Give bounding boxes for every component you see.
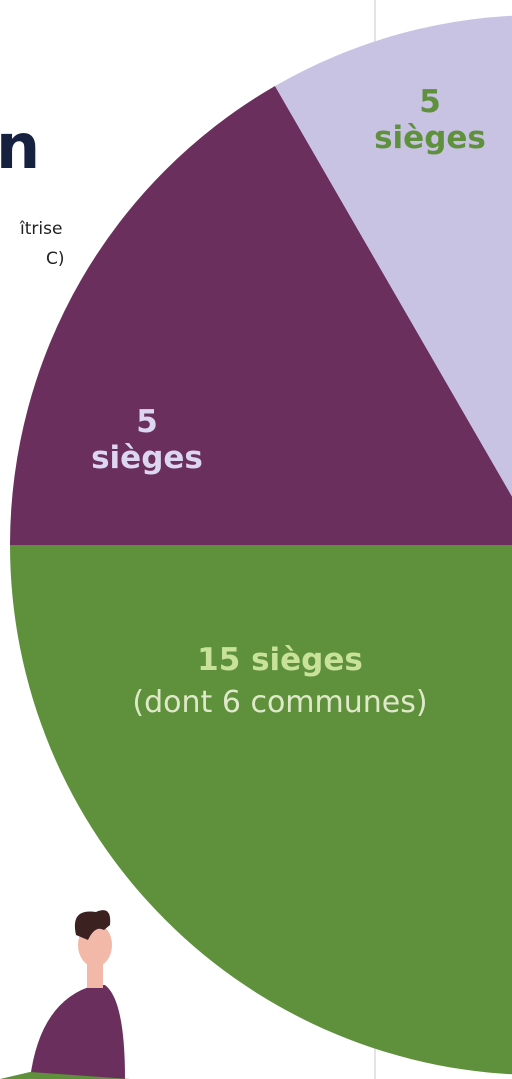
subtitle-line: C) — [46, 249, 65, 269]
slice-label: 15 sièges — [197, 642, 363, 678]
pie-slice — [10, 545, 512, 1075]
slice-label: 5 sièges — [91, 404, 203, 476]
subtitle-line: îtrise — [19, 219, 62, 239]
pie-slice — [10, 86, 512, 545]
slice-annotation: (dont 6 communes) — [132, 685, 427, 720]
person-illustration — [0, 910, 130, 1079]
title: n — [0, 110, 40, 183]
slice-label: 5 sièges — [184, 194, 296, 266]
pie: 15 sièges 5 sièges 5 sièges 5 sièges (dont 6 co… — [10, 15, 512, 1075]
slice-label: 5 sièges — [374, 84, 486, 156]
pie-slice — [275, 15, 512, 497]
